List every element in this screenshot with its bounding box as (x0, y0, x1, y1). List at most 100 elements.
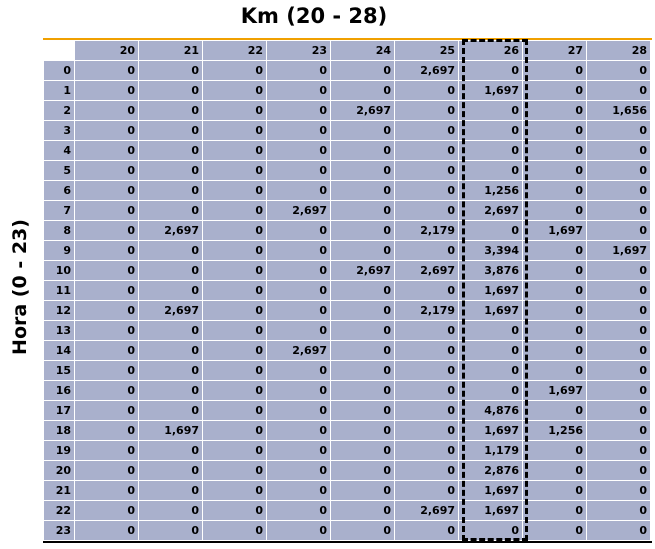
table-cell: 0 (522, 240, 587, 261)
table-cell: 0 (266, 180, 331, 201)
table-cell: 0 (330, 320, 395, 341)
table-cell: 0 (266, 160, 331, 181)
table-cell: 0 (394, 400, 459, 421)
table-cell: 0 (330, 360, 395, 381)
table-cell: 0 (394, 200, 459, 221)
table-cell: 0 (522, 60, 587, 81)
row-header: 3 (43, 120, 75, 141)
table-cell: 0 (522, 440, 587, 461)
table-cell: 0 (586, 520, 651, 541)
table-cell: 1,697 (522, 380, 587, 401)
table-row: 6 0 0 0 0 0 0 1,256 0 0 (43, 180, 651, 201)
table-row: 21 0 0 0 0 0 0 1,697 0 0 (43, 480, 651, 501)
table-cell: 0 (202, 280, 267, 301)
row-header: 4 (43, 140, 75, 161)
table-cell: 0 (138, 340, 203, 361)
column-header: 22 (202, 40, 267, 61)
row-header: 15 (43, 360, 75, 381)
table-cell: 0 (522, 460, 587, 481)
table-cell: 0 (202, 480, 267, 501)
table-cell: 0 (74, 160, 139, 181)
bottom-rule (43, 541, 652, 543)
table-cell: 0 (266, 280, 331, 301)
table-cell: 0 (394, 280, 459, 301)
table-cell: 0 (394, 140, 459, 161)
table-cell: 0 (266, 300, 331, 321)
table-cell: 0 (586, 300, 651, 321)
table-cell: 0 (74, 400, 139, 421)
table-cell: 0 (586, 400, 651, 421)
table-cell: 0 (138, 60, 203, 81)
row-header: 2 (43, 100, 75, 121)
row-header: 6 (43, 180, 75, 201)
table-cell: 0 (458, 120, 523, 141)
table-cell: 0 (586, 60, 651, 81)
table-cell: 0 (266, 100, 331, 121)
table-cell: 2,697 (394, 260, 459, 281)
table-cell: 0 (586, 360, 651, 381)
table-cell: 0 (394, 160, 459, 181)
row-header: 22 (43, 500, 75, 521)
table-cell: 0 (74, 360, 139, 381)
table-cell: 0 (138, 520, 203, 541)
table-cell: 0 (202, 60, 267, 81)
table-cell: 0 (74, 340, 139, 361)
table-cell: 0 (138, 260, 203, 281)
table-cell: 0 (458, 340, 523, 361)
table-cell: 0 (138, 120, 203, 141)
table-cell: 0 (522, 120, 587, 141)
row-header: 11 (43, 280, 75, 301)
table-cell: 0 (74, 140, 139, 161)
table-cell: 0 (138, 500, 203, 521)
table-cell: 0 (394, 420, 459, 441)
table-cell: 0 (522, 360, 587, 381)
table-cell: 0 (138, 140, 203, 161)
table-cell: 0 (394, 320, 459, 341)
table-cell: 0 (586, 340, 651, 361)
table-row: 8 0 2,697 0 0 0 2,179 0 1,697 0 (43, 220, 651, 241)
table-row: 11 0 0 0 0 0 0 1,697 0 0 (43, 280, 651, 301)
table-cell: 0 (266, 480, 331, 501)
table-cell: 0 (74, 120, 139, 141)
row-header: 21 (43, 480, 75, 501)
table-cell: 0 (74, 420, 139, 441)
table-cell: 0 (330, 180, 395, 201)
table-cell: 0 (202, 300, 267, 321)
column-header: 27 (522, 40, 587, 61)
table-cell: 1,179 (458, 440, 523, 461)
table-cell: 0 (522, 200, 587, 221)
row-header: 8 (43, 220, 75, 241)
table-cell: 0 (394, 520, 459, 541)
table-cell: 0 (138, 200, 203, 221)
row-header: 23 (43, 520, 75, 541)
table-cell: 0 (138, 360, 203, 381)
table-cell: 0 (138, 400, 203, 421)
table-cell: 2,697 (266, 200, 331, 221)
row-header: 12 (43, 300, 75, 321)
table-cell: 0 (202, 220, 267, 241)
table-cell: 0 (202, 200, 267, 221)
table-cell: 0 (522, 500, 587, 521)
table-cell: 0 (586, 440, 651, 461)
table-cell: 2,697 (458, 200, 523, 221)
table-cell: 0 (74, 480, 139, 501)
table-cell: 0 (458, 140, 523, 161)
table-cell: 1,256 (458, 180, 523, 201)
table-cell: 0 (138, 440, 203, 461)
table-cell: 0 (458, 380, 523, 401)
table-cell: 0 (586, 320, 651, 341)
table-cell: 0 (586, 80, 651, 101)
table-cell: 0 (202, 320, 267, 341)
table-row: 18 0 1,697 0 0 0 0 1,697 1,256 0 (43, 420, 651, 441)
row-header: 5 (43, 160, 75, 181)
table-cell: 0 (394, 240, 459, 261)
table-cell: 0 (138, 160, 203, 181)
table-cell: 0 (330, 60, 395, 81)
table-cell: 0 (458, 520, 523, 541)
table-cell: 0 (522, 520, 587, 541)
table-cell: 0 (138, 320, 203, 341)
table-cell: 0 (394, 100, 459, 121)
table-cell: 1,656 (586, 100, 651, 121)
table-cell: 0 (74, 280, 139, 301)
